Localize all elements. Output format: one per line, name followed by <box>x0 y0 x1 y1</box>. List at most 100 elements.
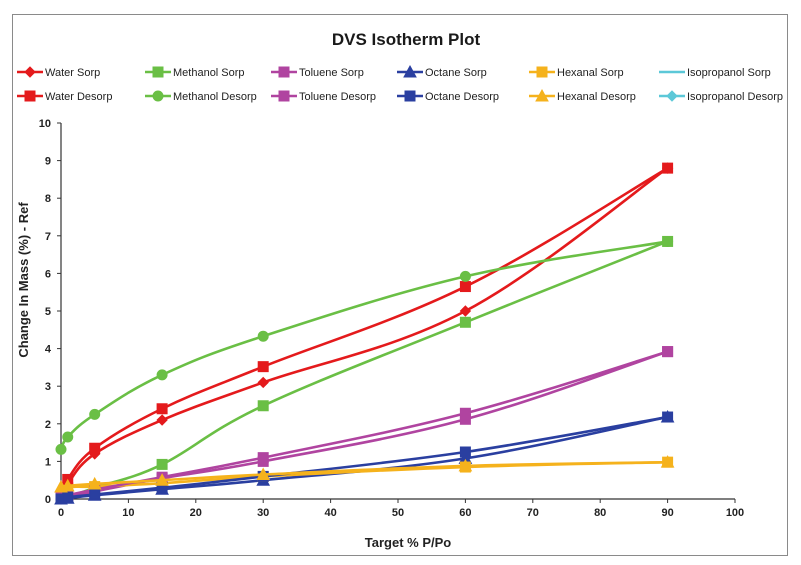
x-tick-label: 30 <box>257 507 269 519</box>
data-point <box>55 443 67 455</box>
data-point <box>257 361 269 373</box>
series-line <box>60 415 668 501</box>
data-point <box>156 369 168 381</box>
legend-label: Water Sorp <box>45 67 100 79</box>
series-water-desorp <box>55 162 674 505</box>
y-tick-label: 8 <box>45 193 51 205</box>
data-point <box>459 305 472 317</box>
legend-label: Water Desorp <box>45 91 112 103</box>
legend-swatch-marker <box>535 88 549 102</box>
y-tick-label: 7 <box>45 231 51 243</box>
series-hexanal-desorp <box>54 455 675 493</box>
x-tick-label: 90 <box>661 507 673 519</box>
legend-swatch-marker <box>152 90 164 102</box>
data-point <box>459 270 471 282</box>
data-point <box>257 330 269 342</box>
legend-label: Isopropanol Desorp <box>687 91 783 103</box>
data-point <box>156 403 168 415</box>
legend: Water Sorp Methanol Sorp Toluene Sorp Octan… <box>17 64 783 103</box>
x-tick-label: 80 <box>594 507 606 519</box>
chart-frame: DVS Isotherm Plot Water Sorp Methanol Sor… <box>12 14 788 556</box>
legend-label: Isopropanol Sorp <box>687 67 771 79</box>
legend-swatch-marker <box>666 90 678 102</box>
dvs-isotherm-chart: DVS Isotherm Plot Water Sorp Methanol Sor… <box>16 30 783 550</box>
data-point <box>87 476 102 490</box>
series-water-sorp <box>55 162 674 505</box>
legend-swatch-marker <box>278 66 290 78</box>
legend-item: Toluene Desorp <box>271 90 376 103</box>
legend-swatch-marker <box>278 90 290 102</box>
series-layer <box>54 162 675 505</box>
legend-item: Methanol Desorp <box>145 90 257 103</box>
y-tick-label: 6 <box>45 268 51 280</box>
series-toluene-desorp <box>55 346 674 503</box>
data-point <box>662 411 674 423</box>
legend-item: Water Sorp <box>17 66 100 79</box>
legend-label: Octane Desorp <box>425 91 499 103</box>
legend-item: Water Desorp <box>17 90 112 103</box>
y-tick-label: 10 <box>39 118 51 130</box>
data-point <box>257 452 269 464</box>
y-axis-label: Change In Mass (%) - Ref <box>16 202 31 358</box>
legend-label: Toluene Desorp <box>299 91 376 103</box>
x-tick-label: 100 <box>726 507 744 519</box>
y-tick-label: 1 <box>45 456 51 468</box>
legend-label: Hexanal Desorp <box>557 91 636 103</box>
data-point <box>459 446 471 458</box>
y-tick-label: 2 <box>45 419 51 431</box>
legend-item: Methanol Sorp <box>145 66 245 79</box>
legend-swatch-marker <box>403 64 417 78</box>
legend-item: Hexanal Sorp <box>529 66 624 79</box>
legend-label: Methanol Sorp <box>173 67 245 79</box>
data-point <box>662 162 674 174</box>
legend-label: Toluene Sorp <box>299 67 364 79</box>
data-point <box>662 235 674 247</box>
data-point <box>60 478 75 492</box>
series-octane-desorp <box>55 411 674 505</box>
data-point <box>156 414 168 426</box>
data-point <box>156 458 168 470</box>
series-line <box>60 415 668 501</box>
legend-swatch-marker <box>152 66 164 78</box>
legend-item: Octane Sorp <box>397 64 487 79</box>
x-tick-label: 20 <box>190 507 202 519</box>
data-point <box>62 431 74 443</box>
data-point <box>155 473 169 486</box>
legend-swatch-marker <box>24 90 36 102</box>
chart-title: DVS Isotherm Plot <box>332 30 481 49</box>
data-point <box>89 408 101 420</box>
series-line <box>60 240 669 501</box>
legend-swatch-marker <box>536 66 548 78</box>
legend-label: Hexanal Sorp <box>557 67 624 79</box>
data-point <box>89 442 101 454</box>
legend-label: Methanol Desorp <box>173 91 257 103</box>
y-tick-label: 0 <box>45 494 51 506</box>
data-point <box>62 491 74 503</box>
x-tick-label: 60 <box>459 507 471 519</box>
data-point <box>257 400 269 412</box>
legend-swatch-marker <box>404 90 416 102</box>
data-point <box>459 407 471 419</box>
legend-item: Octane Desorp <box>397 90 499 103</box>
y-tick-label: 9 <box>45 156 51 168</box>
series-line <box>59 240 668 450</box>
axes: 0 10 20 30 40 50 60 70 80 90 100 0 1 2 3 4 5 6 7 8 9 10 <box>39 118 744 519</box>
data-point <box>257 376 269 389</box>
series-line <box>59 167 669 500</box>
legend-item: Toluene Sorp <box>271 66 364 79</box>
x-tick-label: 10 <box>122 507 134 519</box>
legend-item: Isopropanol Desorp <box>659 90 783 103</box>
y-tick-label: 5 <box>45 306 51 318</box>
data-point <box>256 467 271 481</box>
data-point <box>89 488 101 500</box>
y-tick-label: 3 <box>45 381 51 393</box>
x-axis-label: Target % P/Po <box>365 535 452 550</box>
x-tick-label: 50 <box>392 507 404 519</box>
legend-label: Octane Sorp <box>425 67 487 79</box>
legend-item: Isopropanol Sorp <box>659 67 771 79</box>
series-methanol-desorp <box>55 235 674 455</box>
data-point <box>660 455 675 468</box>
data-point <box>459 281 471 293</box>
x-tick-label: 0 <box>58 507 64 519</box>
series-line <box>60 460 668 489</box>
